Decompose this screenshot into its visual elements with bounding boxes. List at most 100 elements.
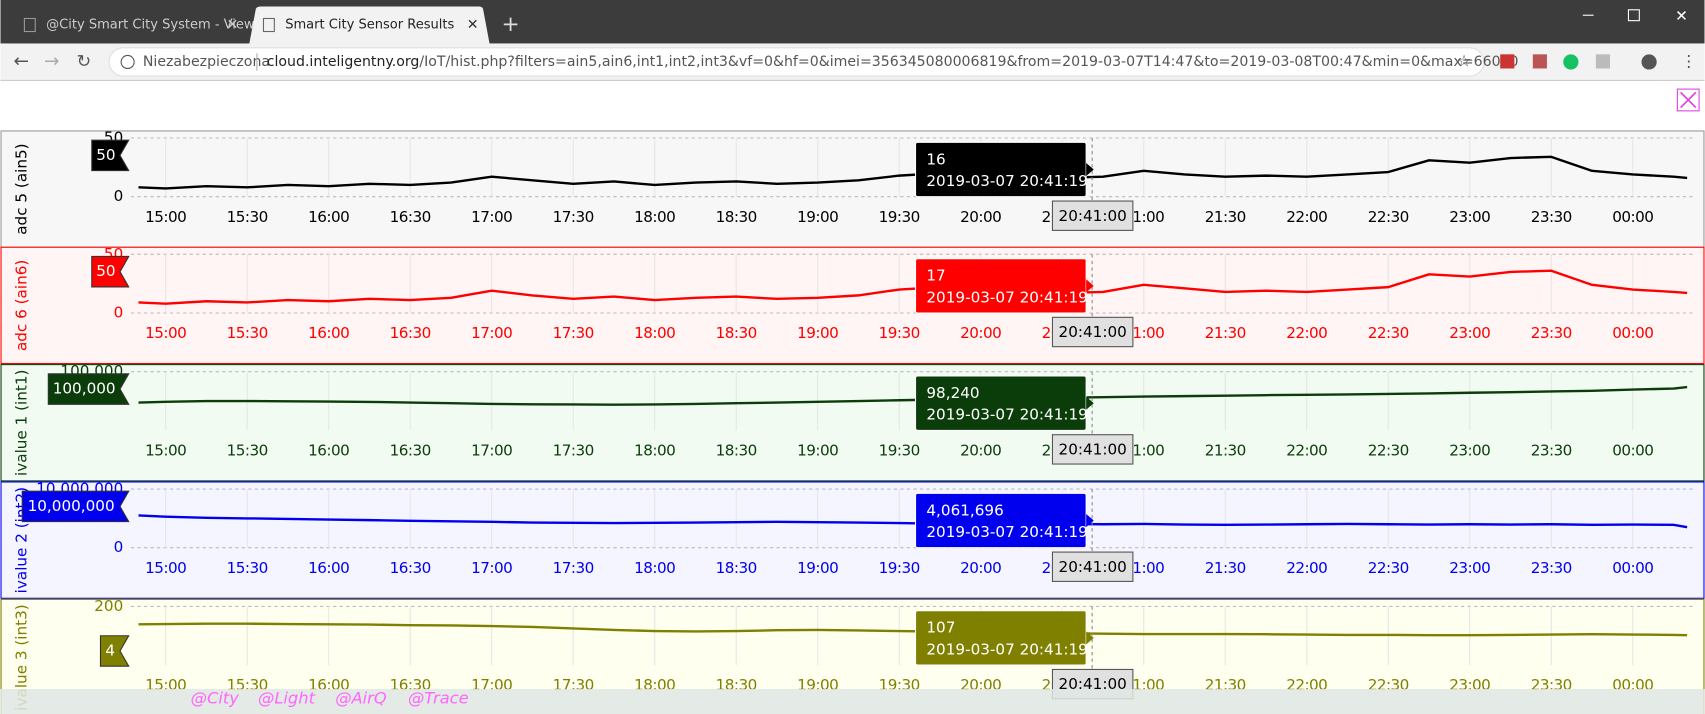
x-tick-label: 22:30	[1368, 208, 1409, 226]
x-tick-label: 16:00	[308, 559, 349, 577]
footer-link[interactable]: @Trace	[408, 688, 469, 707]
footer-link[interactable]: @AirQ	[335, 688, 387, 707]
bookmark-star[interactable]: ☆	[1457, 51, 1472, 70]
x-tick-label: 18:30	[716, 442, 757, 460]
x-tick-label: 16:30	[390, 208, 431, 226]
x-tick-label: 15:00	[145, 559, 186, 577]
y-axis-label: adc 5 (ain5)	[13, 143, 31, 234]
x-tick-label: 20:00	[960, 208, 1001, 226]
x-tick-label: 21:30	[1205, 324, 1246, 342]
url-host: cloud.inteligentny.org	[267, 54, 420, 70]
x-tick-label: 15:30	[227, 208, 268, 226]
y-axis-label: ivalue 1 (int1)	[13, 370, 31, 476]
x-tick-label: 18:30	[716, 559, 757, 577]
y-flag-label: 50	[96, 146, 115, 164]
y-flag-label: 100,000	[53, 380, 116, 398]
x-tick-label: 19:30	[879, 208, 920, 226]
x-tick-label: 18:00	[634, 559, 675, 577]
x-tick-label: 23:30	[1531, 208, 1572, 226]
footer	[0, 689, 1704, 714]
tab-close[interactable]: ✕	[467, 17, 479, 33]
y-tick-label: 200	[94, 597, 123, 615]
x-tick-label: 15:00	[145, 442, 186, 460]
forward-button[interactable]: →	[44, 51, 59, 72]
x-tick-label: 00:00	[1612, 559, 1653, 577]
new-tab[interactable]: +	[501, 12, 519, 37]
chart-panel: 05015:0015:3016:0016:3017:0017:3018:0018…	[1, 245, 1704, 364]
x-tick-label: 17:30	[553, 559, 594, 577]
y-flag-label: 4	[105, 641, 115, 659]
x-tick-label: 16:30	[390, 324, 431, 342]
tooltip-value: 17	[926, 267, 945, 285]
tooltip-value: 98,240	[926, 384, 979, 402]
x-tick-label: 22:30	[1368, 324, 1409, 342]
tooltip-value: 16	[926, 150, 945, 168]
close-window[interactable]: ✕	[1675, 7, 1688, 25]
tooltip-time: 2019-03-07 20:41:19	[926, 640, 1087, 658]
x-tick-label: 16:00	[308, 442, 349, 460]
x-tick-label: 19:00	[797, 208, 838, 226]
y-flag-label: 50	[96, 262, 115, 280]
tab-close[interactable]: ✕	[227, 17, 239, 33]
x-tick-label: 17:30	[553, 324, 594, 342]
url[interactable]: cloud.inteligentny.org/IoT/hist.php?filt…	[267, 54, 1519, 70]
x-tick-label: 23:30	[1531, 442, 1572, 460]
x-tick-label: 17:00	[471, 324, 512, 342]
x-tick-label: 23:30	[1531, 559, 1572, 577]
y-flag-label: 10,000,000	[28, 497, 115, 515]
back-button[interactable]: ←	[14, 51, 29, 72]
x-tick-label: 16:30	[390, 442, 431, 460]
x-tick-label: 23:00	[1449, 559, 1490, 577]
y-axis-label: adc 6 (ain6)	[13, 260, 31, 351]
chart-panel: 010,000,00015:0015:3016:0016:3017:0017:3…	[1, 480, 1704, 599]
x-tick-label: 19:00	[797, 442, 838, 460]
x-tick-label: 17:00	[471, 208, 512, 226]
menu-button[interactable]: ⋮	[1681, 51, 1697, 70]
tooltip-value: 4,061,696	[926, 501, 1003, 519]
x-tick-label: 20:00	[960, 442, 1001, 460]
profile-icon[interactable]	[1641, 54, 1656, 69]
x-tick-label: 21:30	[1205, 559, 1246, 577]
x-tick-label: 18:30	[716, 208, 757, 226]
x-tick-label: 22:00	[1286, 208, 1327, 226]
reload-button[interactable]: ↻	[77, 52, 92, 72]
x-tick-label: 20:00	[960, 324, 1001, 342]
security-label: Niezabezpieczona	[143, 54, 270, 70]
x-tick-label: 22:00	[1286, 442, 1327, 460]
x-tick-label: 16:00	[308, 208, 349, 226]
x-tick-label: 19:30	[879, 442, 920, 460]
x-tick-label: 18:00	[634, 442, 675, 460]
url-path: /IoT/hist.php?filters=ain5,ain6,int1,int…	[419, 54, 1518, 70]
panel-background	[1, 482, 1704, 598]
extension-icon[interactable]	[1563, 54, 1578, 69]
x-tick-label: 00:00	[1612, 324, 1653, 342]
chart-panel: 100,00015:0015:3016:0016:3017:0017:3018:…	[1, 362, 1704, 481]
y-tick-label: 0	[114, 187, 124, 205]
x-tick-label: 16:00	[308, 324, 349, 342]
crosshair-label: 20:41:00	[1059, 440, 1127, 458]
extension-icon[interactable]	[1500, 54, 1514, 68]
x-tick-label: 23:30	[1531, 324, 1572, 342]
x-tick-label: 20:00	[960, 559, 1001, 577]
tab-title: Smart City Sensor Results	[285, 17, 454, 32]
x-tick-label: 17:00	[471, 442, 512, 460]
footer-link[interactable]: @Light	[258, 688, 316, 707]
x-tick-label: 23:00	[1449, 324, 1490, 342]
extension-icon[interactable]	[1596, 54, 1610, 68]
panel-background	[1, 247, 1704, 363]
panel-background	[1, 131, 1704, 247]
footer-link[interactable]: @City	[191, 688, 240, 707]
x-tick-label: 21:30	[1205, 208, 1246, 226]
y-tick-label: 0	[114, 303, 124, 321]
panel-background	[1, 365, 1704, 481]
x-tick-label: 19:00	[797, 559, 838, 577]
x-tick-label: 18:00	[634, 208, 675, 226]
crosshair-label: 20:41:00	[1059, 323, 1127, 341]
x-tick-label: 19:00	[797, 324, 838, 342]
x-tick-label: 23:00	[1449, 208, 1490, 226]
x-tick-label: 15:00	[145, 324, 186, 342]
extension-icon[interactable]	[1533, 54, 1547, 68]
x-tick-label: 17:00	[471, 559, 512, 577]
x-tick-label: 16:30	[390, 559, 431, 577]
